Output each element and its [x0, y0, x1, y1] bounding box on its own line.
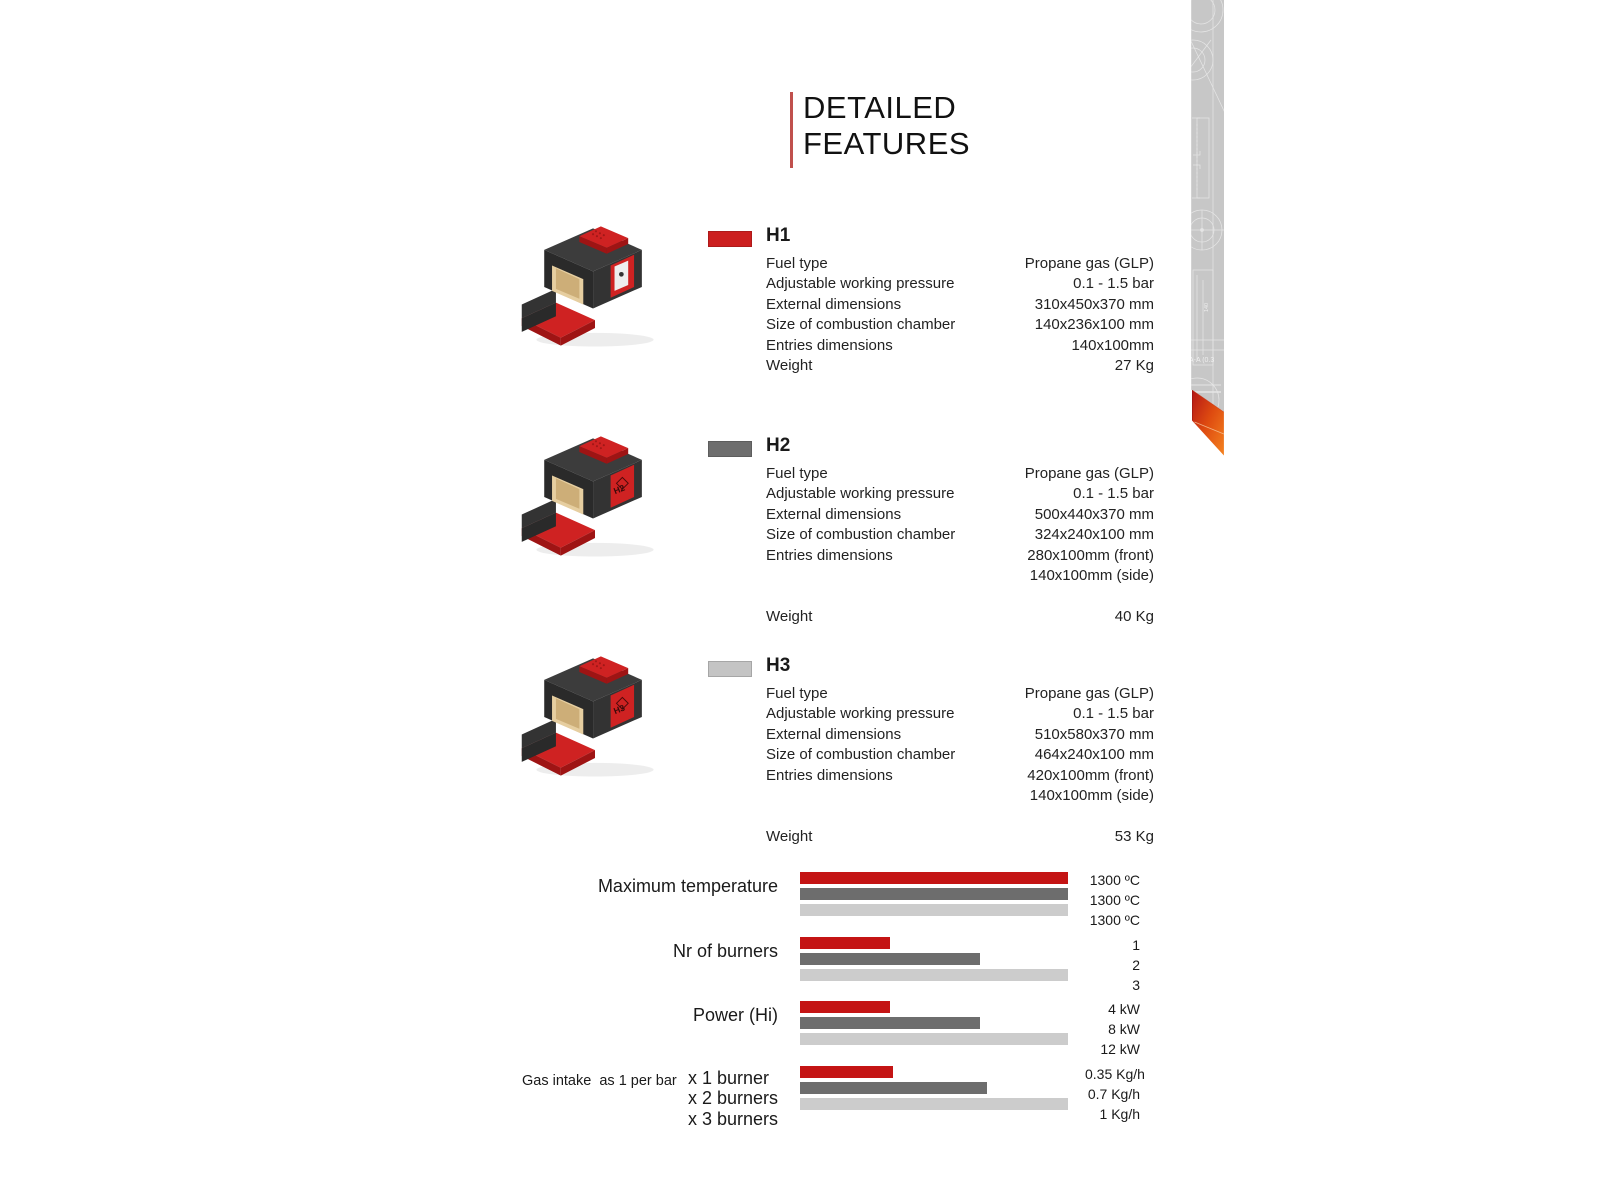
svg-text:A-A (0.3: A-A (0.3: [1191, 357, 1214, 364]
svg-text:140: 140: [1204, 303, 1210, 312]
